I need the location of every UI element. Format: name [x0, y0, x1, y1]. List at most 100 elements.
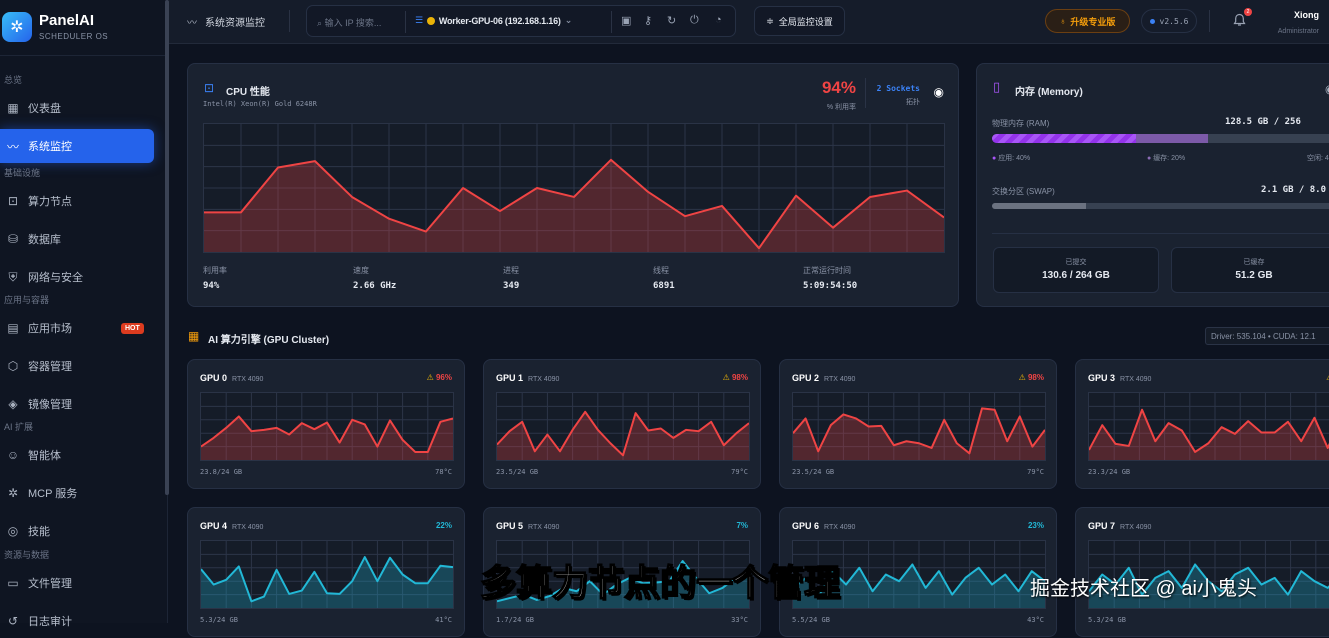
network-icon: ✲ [7, 486, 19, 500]
usage-area [497, 411, 749, 460]
sidebar-item[interactable]: 〰系统监控 [0, 129, 154, 163]
shield-icon: ⛨ [8, 269, 18, 284]
gpu-memory: 23.5/24 GB [792, 468, 835, 476]
cached-stat: 已缓存 51.2 GB [1171, 247, 1329, 293]
memory-card: ▯ 内存 (Memory) ◉ 物理内存 (RAM) 128.5 GB / 25… [976, 63, 1329, 307]
notification-badge: 2 [1244, 8, 1252, 16]
skill-icon: ◎ [7, 524, 19, 538]
sidebar-item[interactable]: ⊡ 算力节点 [0, 184, 154, 218]
gpu-memory: 23.8/24 GB [200, 468, 243, 476]
sidebar-item[interactable]: ☺ 智能体 [6, 448, 61, 462]
gpu-temp: 78°C [435, 468, 452, 476]
power-icon[interactable]: ⏻ [690, 14, 699, 26]
cpu-stat-value: 94% [203, 281, 220, 291]
divider [992, 233, 1329, 234]
cpu-usage: 94% [821, 78, 856, 97]
terminal-icon[interactable]: ▣ [621, 15, 632, 27]
gpu-name: GPU 3 [1088, 373, 1116, 383]
swap-value: 2.1 GB / 8.0 [1261, 185, 1327, 195]
database-icon: ⛁ [7, 232, 19, 246]
usage-line [497, 560, 749, 603]
cpu-stat-label: 速度 [353, 266, 369, 275]
swap-bar [992, 203, 1329, 209]
sidebar-item[interactable]: ⛨ 网络与安全 [0, 260, 154, 294]
gpu-usage-chart [1088, 392, 1329, 461]
usage-line [793, 563, 1045, 596]
sidebar-item[interactable]: ⛁ 数据库 [0, 222, 154, 256]
gpu-card[interactable]: GPU 5 RTX 4090 7% 1.7/24 GB 33°C [483, 507, 761, 637]
eye-icon[interactable]: ◉ [1325, 82, 1329, 96]
gpu-usage-chart [1088, 540, 1329, 609]
gpu-card[interactable]: GPU 4 RTX 4090 22% 5.3/24 GB 41°C [187, 507, 465, 637]
usage-line [793, 407, 1045, 455]
robot-icon: ☺ [6, 448, 20, 462]
security-icon[interactable]: ◔ [715, 14, 722, 26]
topbar: 〰系统资源监控 ⌕ 输入 IP 搜索... ☰ Worker-GPU-06 (19… [169, 0, 1329, 44]
gpu-usage-chart [496, 540, 750, 609]
sidebar-item[interactable]: ▭ 文件管理 [0, 566, 154, 600]
sidebar-section-label: AI 扩展 [4, 422, 34, 432]
usage-line [497, 410, 749, 457]
warning-icon: ⚠ [1018, 373, 1026, 382]
gpu-model: RTX 4090 [232, 524, 264, 531]
gpu-name: GPU 6 [792, 521, 820, 531]
gpu-usage-chart [792, 540, 1046, 609]
sidebar-item[interactable]: ▦ 仪表盘 [0, 91, 154, 125]
server-select[interactable]: ☰ Worker-GPU-06 (192.168.1.16) ⌄ [415, 15, 573, 26]
committed-stat: 已提交 130.6 / 264 GB [993, 247, 1159, 293]
sockets-label: 拓扑 [906, 99, 920, 106]
cpu-model: Intel(R) Xeon(R) Gold 6248R [203, 100, 317, 108]
ram-label: 物理内存 (RAM) [992, 119, 1050, 128]
sidebar-item[interactable]: ◎ 技能 [0, 514, 154, 548]
server-icon: ☰ [415, 15, 423, 25]
usage-area [1089, 564, 1329, 608]
bell-icon[interactable] [1233, 13, 1246, 27]
usage-area [497, 561, 749, 608]
gpu-model: RTX 4090 [232, 376, 264, 383]
sidebar-item[interactable]: ↺ 日志审计 [0, 604, 154, 638]
gpu-card[interactable]: GPU 1 RTX 4090 ⚠ 98% 23.5/24 GB 79°C [483, 359, 761, 489]
cpu-title: CPU 性能 [226, 87, 270, 98]
global-settings-button[interactable]: ≑ 全局监控设置 [754, 6, 845, 36]
key-icon[interactable]: ⚷ [644, 15, 653, 27]
legend-app: ● 应用: 40% [992, 155, 1031, 162]
cpu-card: ⊡ CPU 性能 Intel(R) Xeon(R) Gold 6248R 94%… [187, 63, 959, 307]
gpu-memory: 1.7/24 GB [496, 616, 534, 624]
upgrade-button[interactable]: ♁ 升级专业版 [1045, 9, 1130, 33]
gpu-temp: 43°C [1027, 616, 1044, 624]
user-menu[interactable]: Xiong Administrator [1277, 10, 1319, 35]
sockets-link[interactable]: 2 Sockets [876, 84, 920, 93]
gpu-usage: ⚠ 98% [722, 373, 748, 382]
sidebar-scrollbar[interactable] [165, 0, 169, 495]
folder-icon: ▭ [7, 576, 19, 590]
gpu-usage-chart [496, 392, 750, 461]
app-name: PanelAI [39, 12, 95, 29]
driver-info: Driver: 535.104 • CUDA: 12.1 [1205, 327, 1329, 345]
cpu-stat-value: 349 [503, 281, 520, 291]
sidebar-item[interactable]: ▤ 应用市场 [0, 311, 154, 345]
sidebar-item[interactable]: ✲ MCP 服务 [0, 476, 154, 510]
gpu-card[interactable]: GPU 0 RTX 4090 ⚠ 96% 23.8/24 GB 78°C [187, 359, 465, 489]
sidebar-item[interactable]: ◈ 镜像管理 [0, 387, 154, 421]
sidebar-item[interactable]: ⬡ 容器管理 [0, 349, 154, 383]
legend-free: 空闲: 40 [1307, 155, 1329, 162]
gpu-temp: 41°C [435, 616, 452, 624]
memory-icon: ▯ [993, 79, 1001, 94]
video-caption: 多算力节点的一个管理 [479, 562, 841, 604]
divider [865, 78, 866, 108]
ram-app-fill [992, 134, 1136, 143]
gpu-model: RTX 4090 [528, 376, 560, 383]
ram-bar [992, 134, 1329, 143]
search-icon: ⌕ [317, 18, 323, 28]
gpu-name: GPU 0 [200, 373, 228, 383]
restart-icon[interactable]: ↻ [667, 15, 677, 27]
eye-icon[interactable]: ◉ [933, 85, 944, 99]
gpu-card[interactable]: GPU 6 RTX 4090 23% 5.5/24 GB 43°C [779, 507, 1057, 637]
usage-area [204, 159, 944, 252]
usage-area [793, 564, 1045, 608]
search-input[interactable]: ⌕ 输入 IP 搜索... [317, 18, 382, 28]
warning-icon: ⚠ [426, 373, 434, 382]
gpu-card[interactable]: GPU 2 RTX 4090 ⚠ 98% 23.5/24 GB 79°C [779, 359, 1057, 489]
